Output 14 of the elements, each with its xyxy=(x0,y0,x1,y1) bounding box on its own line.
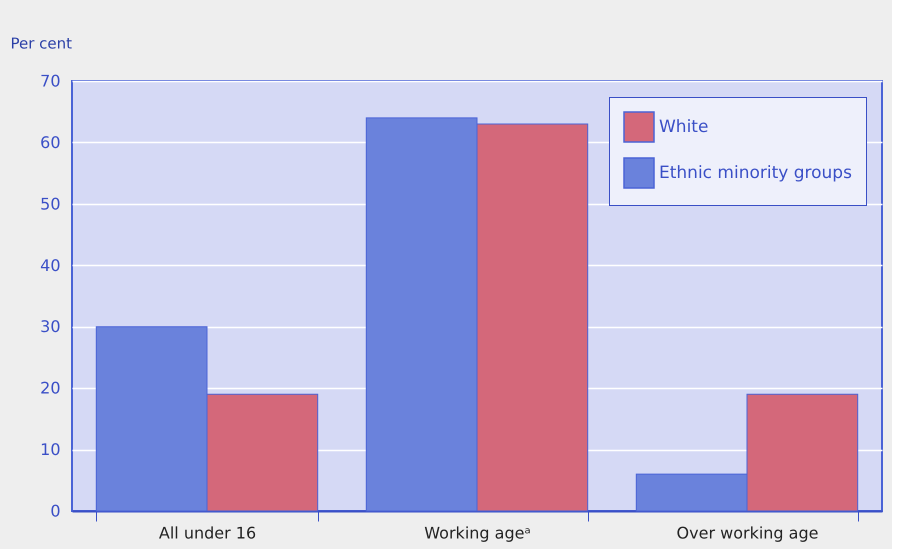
y-tick-label: 70 xyxy=(40,72,60,90)
legend-label: Ethnic minority groups xyxy=(659,163,852,183)
y-tick-label: 0 xyxy=(50,502,60,520)
y-tick-label: 30 xyxy=(40,317,60,336)
y-tick-label: 60 xyxy=(40,132,60,152)
x-tick-label: Over working age xyxy=(676,524,818,542)
y-tick-label: 20 xyxy=(40,378,60,398)
legend-label: White xyxy=(659,117,708,137)
y-axis-title: Per cent xyxy=(10,34,72,52)
y-tick-label: 10 xyxy=(40,440,60,460)
y-tick-label: 40 xyxy=(40,256,60,275)
x-tick-label: Working ageᵃ xyxy=(424,524,531,542)
x-tick-label: All under 16 xyxy=(158,524,256,542)
y-tick-label: 50 xyxy=(40,194,60,214)
